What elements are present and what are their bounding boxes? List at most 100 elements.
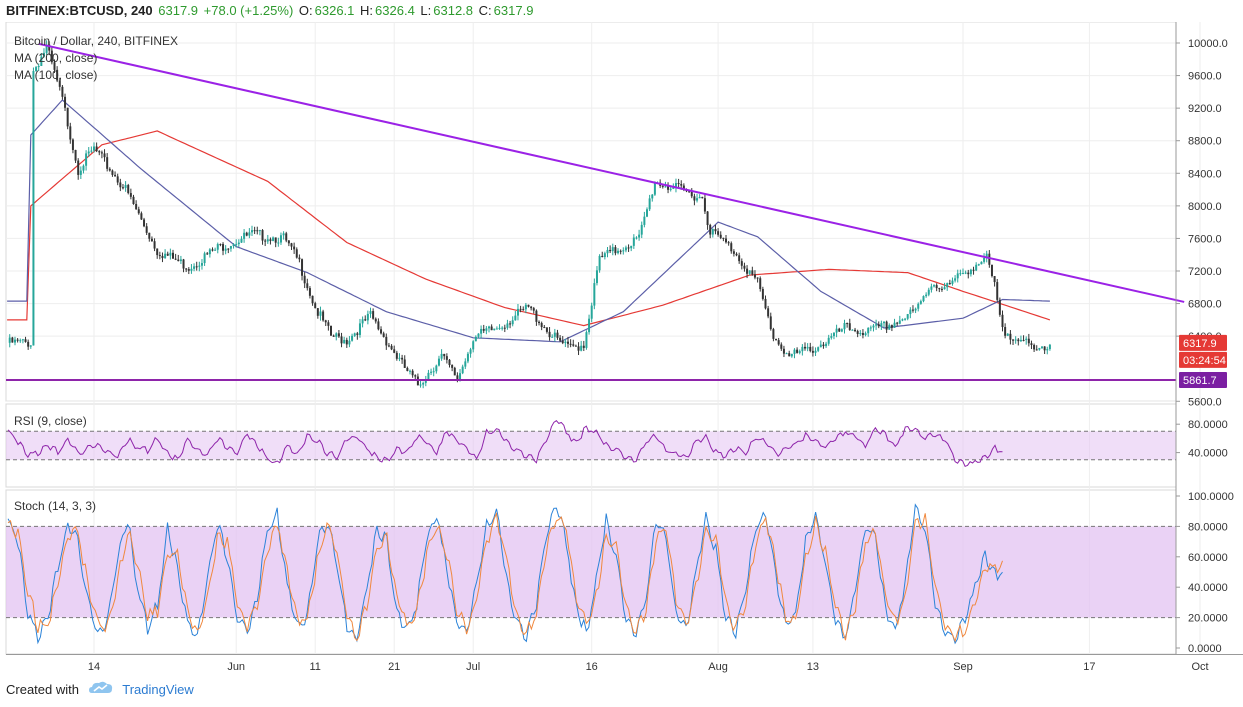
candle-body [872, 325, 875, 328]
candle-body [706, 211, 709, 226]
candle-body [203, 253, 206, 264]
candle-body [119, 182, 122, 188]
candle-body [279, 235, 282, 243]
price-pane[interactable] [6, 40, 1185, 389]
candle-body [627, 247, 630, 249]
candle-body [809, 346, 812, 351]
candle-body [785, 353, 788, 355]
candle-body [1019, 339, 1022, 342]
candle-body [632, 237, 635, 246]
candle-body [609, 249, 612, 252]
candle-body [264, 240, 267, 242]
candle-body [796, 349, 799, 353]
candle-body [124, 185, 127, 188]
candle-body [730, 243, 733, 252]
candle-body [208, 249, 211, 255]
candle-body [1033, 344, 1036, 350]
candle-body [480, 328, 483, 334]
candle-body [306, 283, 309, 289]
candle-body [867, 327, 870, 334]
candle-body [896, 322, 899, 324]
candle-body [648, 198, 651, 210]
candle-body [232, 244, 235, 247]
candle-body [398, 357, 401, 359]
candle-body [601, 255, 604, 258]
candle-body [890, 325, 893, 328]
candle-body [185, 268, 188, 270]
candle-body [569, 343, 572, 345]
candle-body [129, 193, 132, 197]
candle-body [535, 310, 538, 322]
candle-body [1017, 339, 1020, 342]
candle-body [1048, 344, 1051, 350]
candle-body [1038, 347, 1041, 350]
candle-body [959, 273, 962, 275]
candle-body [42, 52, 45, 57]
candle-body [258, 230, 261, 232]
candle-body [374, 318, 377, 322]
candle-body [272, 237, 275, 241]
candle-body [90, 150, 93, 152]
candle-body [769, 316, 772, 330]
candle-body [495, 328, 498, 330]
candle-body [506, 323, 509, 328]
candle-body [543, 327, 546, 329]
candle-body [472, 341, 475, 350]
open-value: 6326.1 [314, 3, 355, 18]
candle-body [667, 186, 670, 190]
candle-body [114, 174, 117, 177]
candle-body [161, 255, 164, 259]
x-tick-label: Sep [953, 661, 973, 673]
candle-body [925, 294, 928, 297]
candle-body [353, 333, 356, 336]
candle-body [377, 321, 380, 330]
symbol-label[interactable]: BITFINEX:BTCUSD, 240 [6, 3, 153, 18]
candle-body [422, 382, 425, 385]
candle-body [409, 370, 411, 372]
chart-canvas[interactable]: 14 Jun 11 21 Jul 16 Aug 13 Sep 17 Oct 10000.0 9600.0… [0, 22, 1243, 674]
candle-body [851, 329, 854, 331]
candle-body [743, 265, 746, 269]
candle-body [256, 230, 259, 232]
candle-body [393, 349, 396, 353]
candle-body [474, 336, 477, 342]
candle-body [593, 283, 596, 306]
candle-body [764, 298, 767, 309]
candle-body [777, 340, 780, 345]
candle-body [261, 230, 264, 241]
candle-body [1027, 338, 1030, 344]
candle-body [693, 196, 696, 201]
candle-body [864, 333, 867, 336]
candle-body [825, 343, 828, 347]
candle-body [369, 311, 372, 314]
tradingview-link[interactable]: TradingView [122, 682, 194, 697]
candle-body [103, 153, 106, 158]
rsi-pane[interactable] [6, 420, 1176, 468]
candle-body [933, 285, 936, 287]
candle-body [967, 272, 970, 275]
candle-body [340, 336, 343, 344]
candle-body [545, 327, 548, 332]
candle-body [1004, 327, 1007, 336]
rsi-label: RSI (9, close) [14, 414, 87, 428]
candle-body [793, 349, 796, 354]
candle-body [424, 379, 427, 383]
x-tick-label: 14 [88, 661, 100, 673]
candle-body [82, 165, 85, 171]
candle-body [95, 146, 98, 152]
candle-body [137, 209, 140, 214]
high-label: H: [360, 3, 374, 18]
rsi-tick-label: 80.0000 [1188, 419, 1228, 431]
stoch-pane[interactable] [6, 503, 1176, 645]
candle-body [16, 339, 19, 341]
candle-body [606, 249, 609, 254]
candle-body [559, 337, 562, 341]
tradingview-cloud-icon[interactable] [88, 681, 113, 701]
candle-body [293, 246, 296, 250]
candle-body [524, 304, 527, 310]
candle-body [624, 247, 627, 251]
candle-body [574, 345, 577, 347]
candle-body [595, 270, 598, 284]
candle-body [983, 257, 986, 262]
candle-body [211, 249, 214, 251]
